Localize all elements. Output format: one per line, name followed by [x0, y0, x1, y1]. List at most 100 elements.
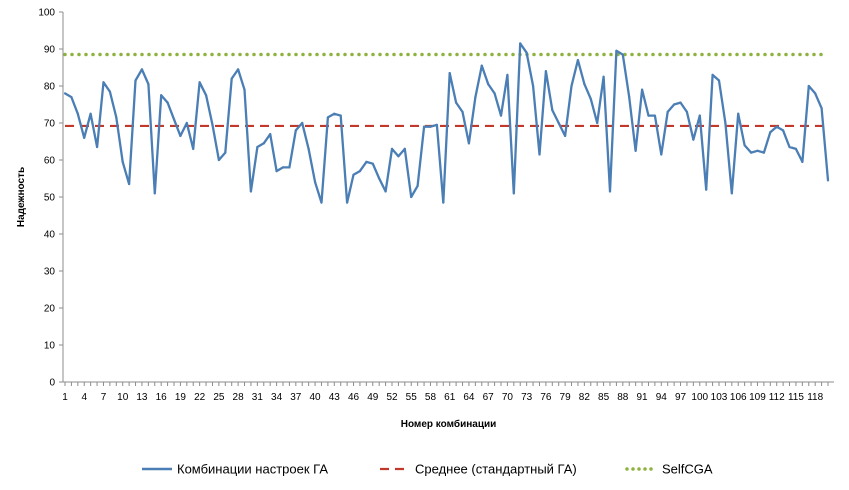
data-point [814, 92, 817, 95]
data-point [583, 83, 586, 86]
x-tick-label: 115 [788, 392, 804, 403]
y-axis-title: Надежность [16, 167, 27, 227]
data-point [275, 170, 278, 173]
data-point [801, 160, 804, 163]
x-tick-label: 118 [807, 392, 823, 403]
data-point [608, 190, 612, 193]
data-point [192, 147, 195, 150]
data-point [493, 92, 496, 95]
x-tick-label: 76 [540, 392, 552, 403]
data-point [230, 77, 233, 80]
series-line [64, 42, 830, 204]
data-point [403, 147, 406, 150]
data-point [455, 101, 458, 104]
data-point [371, 162, 374, 165]
data-point [352, 173, 355, 176]
data-point [788, 145, 791, 149]
data-point [172, 118, 176, 121]
data-point [326, 116, 329, 119]
data-point [115, 116, 118, 119]
data-point [737, 112, 740, 115]
data-point [794, 147, 798, 150]
legend-label-series: Комбинации настроек ГА [177, 462, 328, 477]
legend-label-selfcga: SelfCGA [662, 462, 713, 477]
data-point [89, 112, 92, 115]
data-point [422, 125, 426, 128]
data-point [685, 110, 689, 113]
data-point [673, 103, 676, 106]
data-point [198, 81, 201, 84]
data-point [179, 134, 182, 138]
x-tick-label: 16 [156, 392, 168, 403]
data-point [333, 112, 336, 115]
data-point [705, 188, 708, 191]
x-tick-label: 67 [483, 392, 495, 403]
data-point [365, 160, 368, 163]
data-point [487, 83, 490, 86]
x-tick-label: 19 [175, 392, 187, 403]
x-tick-label: 22 [194, 392, 206, 403]
plot-area [63, 42, 830, 204]
data-point [525, 51, 528, 54]
data-point [384, 190, 387, 193]
data-point [121, 160, 124, 163]
data-point [313, 181, 317, 184]
x-tick-label: 46 [348, 392, 360, 403]
x-tick-label: 58 [425, 392, 437, 403]
data-point [557, 121, 560, 125]
x-tick-label: 52 [386, 392, 398, 403]
data-point [339, 114, 342, 117]
data-point [269, 133, 272, 136]
data-point [102, 81, 105, 84]
x-tick-label: 109 [749, 392, 766, 403]
x-axis-title: Номер комбинации [401, 418, 497, 430]
data-point [307, 147, 310, 150]
y-tick-label: 80 [44, 82, 56, 93]
data-point [544, 70, 547, 73]
data-point [390, 147, 394, 150]
x-tick-label: 79 [560, 392, 572, 403]
data-point [499, 114, 503, 117]
data-point [519, 42, 522, 45]
data-point [281, 166, 285, 169]
data-point [224, 151, 227, 154]
data-point [474, 96, 477, 99]
x-tick-label: 40 [309, 392, 321, 403]
data-point [358, 170, 362, 173]
data-point [653, 114, 656, 117]
y-tick-label: 60 [44, 156, 56, 167]
x-tick-label: 85 [598, 392, 610, 403]
data-point [416, 184, 419, 187]
data-point [211, 123, 214, 126]
data-point [95, 145, 99, 149]
x-tick-label: 91 [636, 392, 648, 403]
x-tick-label: 61 [444, 392, 456, 403]
y-tick-label: 10 [44, 341, 56, 352]
data-point [204, 94, 208, 97]
data-point [711, 73, 714, 76]
data-point [429, 125, 432, 128]
x-tick-label: 1 [62, 392, 68, 403]
data-point [730, 192, 733, 195]
x-tick-label: 25 [213, 392, 225, 403]
x-tick-label: 100 [691, 392, 708, 403]
y-tick-label: 20 [44, 304, 56, 315]
data-point [634, 149, 637, 152]
data-point [153, 192, 156, 195]
x-tick-label: 70 [502, 392, 514, 403]
x-tick-label: 37 [290, 392, 302, 403]
data-point [820, 107, 823, 110]
data-point [698, 114, 701, 117]
y-tick-label: 0 [49, 378, 55, 389]
data-point [551, 108, 554, 112]
x-tick-label: 34 [271, 392, 283, 403]
data-point [512, 192, 515, 195]
data-point [76, 112, 79, 115]
data-point [807, 84, 810, 88]
data-point [320, 201, 323, 204]
data-point [294, 129, 297, 132]
x-tick-label: 97 [675, 392, 687, 403]
data-point [647, 114, 650, 117]
data-point [185, 121, 188, 125]
x-tick-label: 7 [101, 392, 107, 403]
